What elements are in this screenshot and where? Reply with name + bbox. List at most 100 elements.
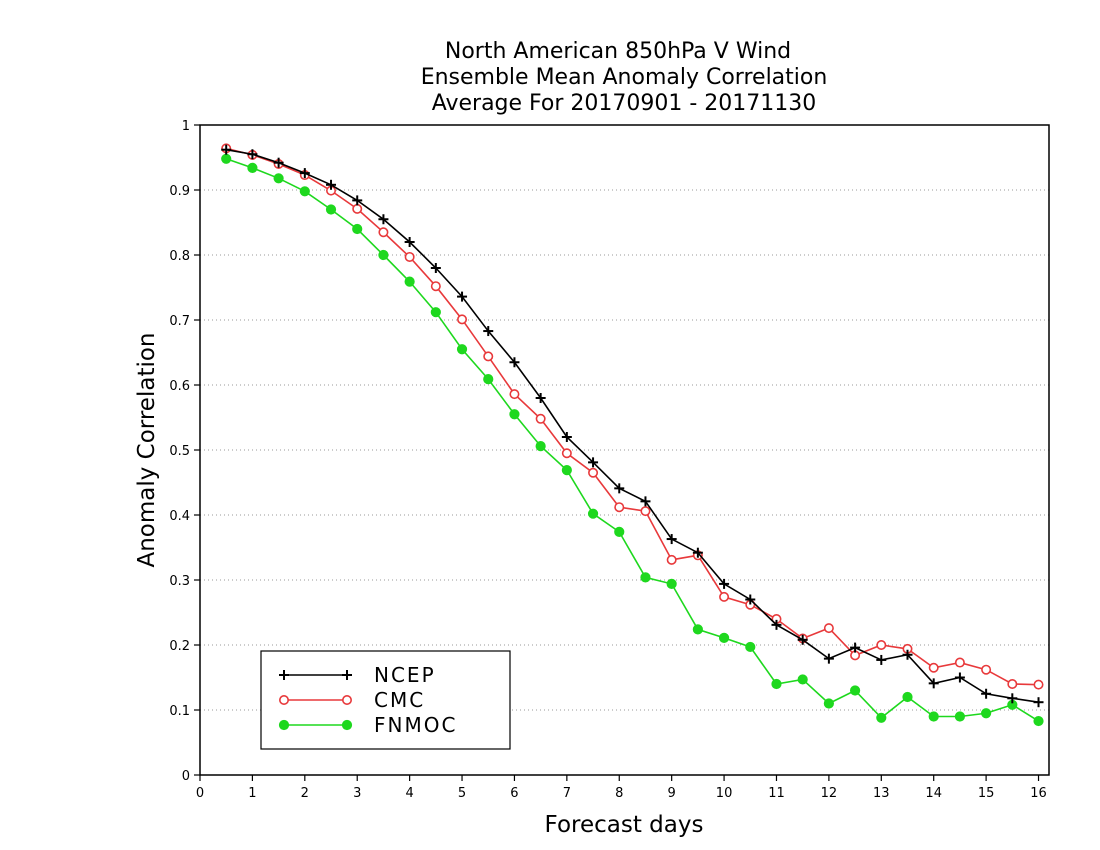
legend-item-cmc: CMC	[278, 688, 425, 712]
point-fnmoc	[771, 678, 782, 690]
point-cmc	[614, 502, 625, 513]
point-fnmoc	[666, 578, 677, 590]
point-cmc	[352, 203, 363, 214]
point-ncep	[902, 649, 913, 660]
x-tick-label: 12	[821, 786, 838, 801]
point-ncep	[1007, 693, 1018, 704]
x-axis-label: Forecast days	[545, 812, 704, 838]
point-cmc	[928, 662, 939, 673]
series-line-cmc	[226, 147, 1039, 686]
x-tick-label: 13	[873, 786, 890, 801]
point-fnmoc	[928, 711, 939, 722]
point-fnmoc	[849, 685, 861, 696]
x-tick-label: 11	[768, 786, 785, 801]
point-ncep	[954, 672, 965, 683]
x-tick-label: 8	[615, 786, 623, 801]
point-ncep	[850, 642, 861, 653]
point-ncep	[928, 678, 939, 689]
point-fnmoc	[299, 186, 310, 197]
point-cmc	[561, 448, 572, 459]
point-fnmoc	[640, 572, 651, 583]
x-tick-label: 10	[716, 786, 733, 801]
point-ncep	[404, 237, 415, 247]
y-tick-label: 0.3	[169, 574, 190, 589]
series-line-ncep	[226, 148, 1039, 703]
point-fnmoc	[797, 674, 808, 685]
point-fnmoc	[247, 162, 258, 173]
point-ncep	[771, 619, 782, 630]
x-axis-ticks: 0 1 2 3 4 5 6 7 8 9 10 11 12 13 14 15 16	[196, 775, 1047, 801]
point-ncep	[876, 654, 887, 665]
point-cmc	[457, 314, 468, 325]
legend-label-cmc: CMC	[374, 688, 425, 712]
point-cmc	[666, 554, 677, 565]
legend-marker-fnmoc	[341, 719, 353, 731]
point-cmc	[404, 251, 415, 262]
point-cmc	[1007, 678, 1018, 689]
point-cmc	[823, 623, 834, 634]
point-ncep	[273, 157, 284, 168]
x-tick-label: 6	[510, 786, 518, 801]
x-tick-label: 14	[925, 786, 942, 801]
point-fnmoc	[902, 691, 913, 703]
point-fnmoc	[456, 344, 468, 355]
legend-label-fnmoc: FNMOC	[374, 713, 457, 737]
series-cmc	[221, 143, 1044, 690]
point-cmc	[509, 389, 520, 400]
legend-marker-ncep	[279, 670, 289, 680]
point-fnmoc	[692, 624, 703, 635]
point-ncep	[666, 534, 677, 545]
y-tick-label: 0	[182, 769, 190, 784]
series-ncep	[221, 144, 1044, 708]
y-tick-label: 1	[182, 119, 190, 134]
point-fnmoc	[876, 712, 887, 723]
point-cmc	[588, 467, 599, 478]
y-tick-label: 0.5	[169, 444, 190, 459]
point-ncep	[797, 634, 808, 645]
legend-marker-cmc	[278, 694, 289, 705]
title-line-2: Ensemble Mean Anomaly Correlation	[421, 65, 828, 90]
x-tick-label: 5	[458, 786, 466, 801]
point-ncep	[535, 393, 546, 403]
point-fnmoc	[483, 374, 494, 385]
point-ncep	[692, 547, 703, 558]
point-fnmoc	[587, 508, 599, 519]
point-ncep	[352, 195, 363, 206]
x-tick-label: 1	[248, 786, 256, 801]
point-cmc	[876, 639, 887, 650]
point-ncep	[247, 149, 258, 160]
point-fnmoc	[509, 409, 520, 420]
point-ncep	[981, 688, 992, 699]
legend-marker-fnmoc	[278, 719, 290, 731]
point-ncep	[457, 291, 468, 302]
x-tick-label: 3	[353, 786, 361, 801]
legend-item-ncep: NCEP	[279, 663, 434, 687]
series-line-fnmoc	[225, 158, 1039, 722]
title-line-1: North American 850hPa V Wind	[445, 39, 791, 64]
point-fnmoc	[221, 153, 232, 164]
point-fnmoc	[378, 249, 389, 261]
legend-marker-ncep	[342, 670, 352, 680]
x-tick-label: 0	[196, 786, 204, 801]
series-lines	[221, 143, 1044, 727]
y-tick-label: 0.6	[169, 379, 190, 394]
point-fnmoc	[718, 632, 730, 643]
point-ncep	[588, 457, 599, 468]
point-fnmoc	[745, 641, 756, 653]
point-cmc	[1033, 679, 1044, 690]
point-ncep	[640, 496, 651, 507]
x-tick-label: 4	[405, 786, 413, 801]
point-fnmoc	[561, 465, 572, 476]
point-fnmoc	[1033, 715, 1044, 727]
point-ncep	[561, 432, 572, 442]
point-ncep	[1033, 697, 1044, 708]
point-cmc	[954, 657, 965, 668]
x-tick-label: 2	[301, 786, 309, 801]
point-ncep	[719, 578, 730, 589]
y-tick-label: 0.9	[169, 184, 190, 199]
y-tick-label: 0.8	[169, 249, 190, 264]
point-ncep	[614, 483, 625, 494]
point-fnmoc	[352, 223, 363, 235]
